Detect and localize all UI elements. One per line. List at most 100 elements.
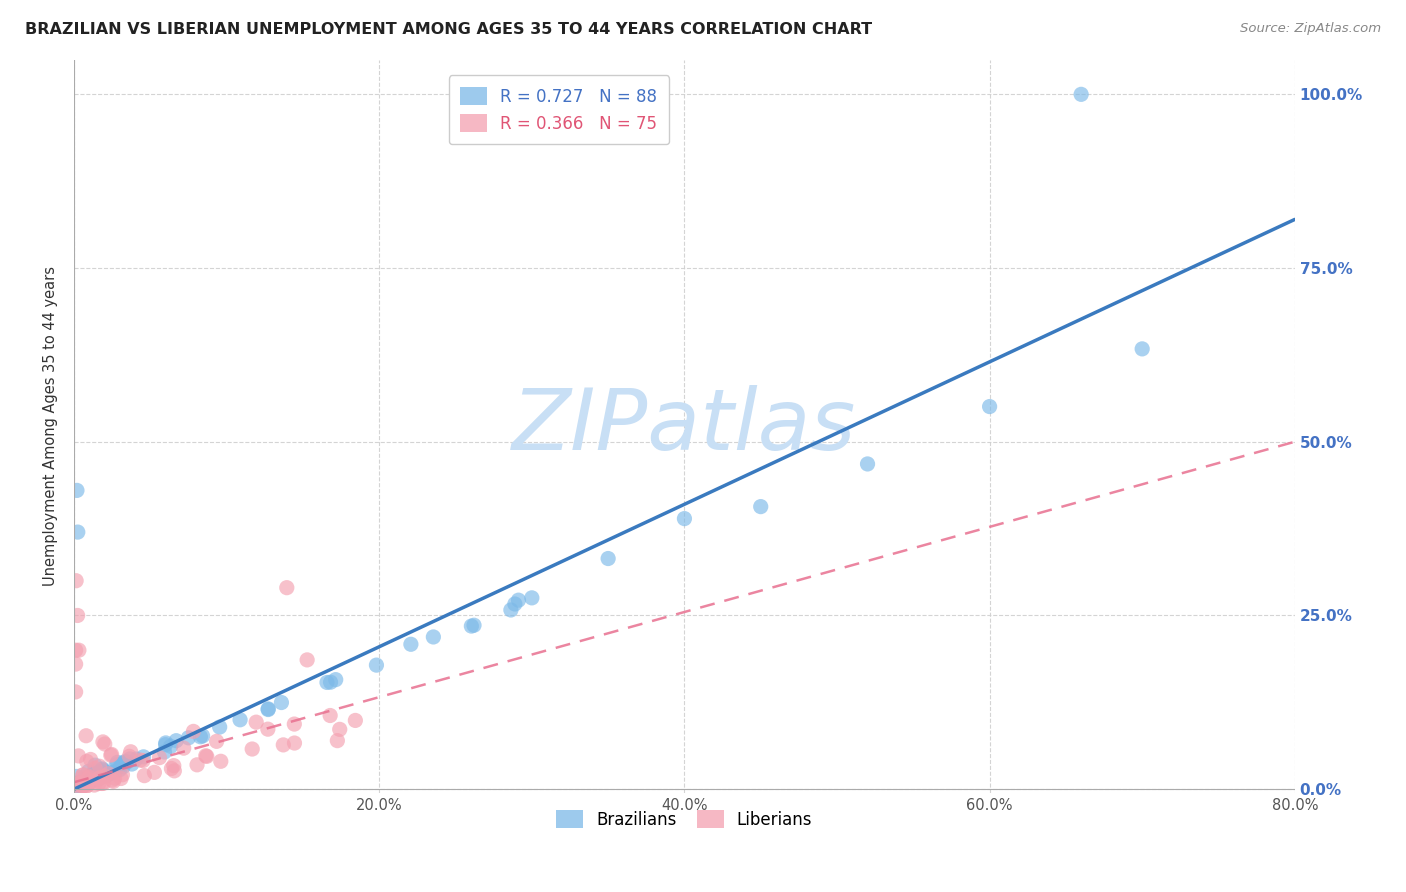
Point [100, 747, 122, 762]
Point [326, 733, 349, 747]
Point [89, 769, 111, 783]
Point [121, 757, 143, 772]
Point [84, 758, 107, 772]
Point [76, 778, 98, 792]
Point [84, 761, 107, 775]
Text: ZIPatlas: ZIPatlas [512, 384, 856, 467]
Point [108, 763, 131, 777]
Point [183, 724, 205, 739]
Point [89, 765, 111, 780]
Point [73, 770, 96, 784]
Point [87, 776, 110, 790]
Point [70, 776, 93, 790]
Point [93, 776, 115, 790]
Point [1070, 87, 1092, 102]
Point [143, 765, 166, 780]
Point [112, 760, 135, 774]
Point [89, 759, 111, 773]
Point [67, 748, 90, 763]
Point [82, 768, 104, 782]
Legend: Brazilians, Liberians: Brazilians, Liberians [550, 804, 820, 836]
Point [91, 762, 114, 776]
Point [105, 757, 128, 772]
Point [67, 643, 90, 657]
Point [344, 714, 367, 728]
Point [66, 776, 89, 790]
Point [76, 777, 98, 791]
Point [83, 765, 105, 780]
Point [856, 457, 879, 471]
Point [77, 764, 100, 779]
Point [72, 779, 94, 793]
Point [91, 763, 114, 777]
Point [114, 755, 136, 769]
Point [195, 749, 218, 764]
Point [153, 745, 176, 759]
Point [87, 772, 110, 786]
Point [111, 756, 134, 770]
Point [366, 658, 388, 673]
Point [86, 772, 108, 786]
Point [69, 776, 91, 790]
Point [118, 752, 141, 766]
Point [132, 754, 155, 768]
Point [520, 591, 543, 605]
Point [80, 774, 103, 789]
Point [73, 778, 96, 792]
Point [86, 770, 108, 784]
Point [80, 772, 103, 786]
Point [72, 768, 94, 782]
Point [1130, 342, 1153, 356]
Point [270, 696, 292, 710]
Point [93, 764, 115, 778]
Point [65, 643, 87, 657]
Point [316, 675, 339, 690]
Point [508, 593, 530, 607]
Point [75, 729, 97, 743]
Point [65, 685, 87, 699]
Point [91, 735, 114, 749]
Text: BRAZILIAN VS LIBERIAN UNEMPLOYMENT AMONG AGES 35 TO 44 YEARS CORRELATION CHART: BRAZILIAN VS LIBERIAN UNEMPLOYMENT AMONG… [25, 22, 873, 37]
Point [104, 771, 127, 785]
Point [90, 764, 112, 779]
Point [83, 764, 105, 778]
Point [101, 773, 124, 788]
Point [65, 776, 87, 790]
Point [80, 772, 103, 786]
Point [65, 778, 87, 792]
Point [499, 603, 522, 617]
Point [155, 736, 177, 750]
Point [72, 768, 94, 782]
Point [69, 778, 91, 792]
Point [191, 729, 214, 743]
Point [155, 738, 177, 752]
Point [65, 574, 87, 588]
Point [84, 772, 107, 787]
Point [115, 755, 138, 769]
Point [325, 673, 347, 687]
Point [194, 748, 217, 763]
Point [177, 731, 200, 745]
Point [163, 758, 186, 772]
Point [257, 722, 280, 736]
Point [76, 776, 98, 790]
Point [240, 742, 263, 756]
Point [295, 653, 318, 667]
Point [70, 776, 93, 790]
Point [257, 702, 280, 716]
Point [319, 675, 342, 690]
Point [79, 752, 101, 766]
Point [399, 637, 422, 651]
Point [276, 581, 298, 595]
Point [110, 772, 132, 786]
Point [93, 768, 115, 782]
Point [463, 618, 485, 632]
Point [75, 779, 97, 793]
Point [749, 500, 772, 514]
Point [283, 736, 305, 750]
Point [209, 754, 232, 768]
Point [93, 737, 115, 751]
Point [503, 597, 526, 611]
Point [283, 717, 305, 731]
Point [165, 733, 187, 747]
